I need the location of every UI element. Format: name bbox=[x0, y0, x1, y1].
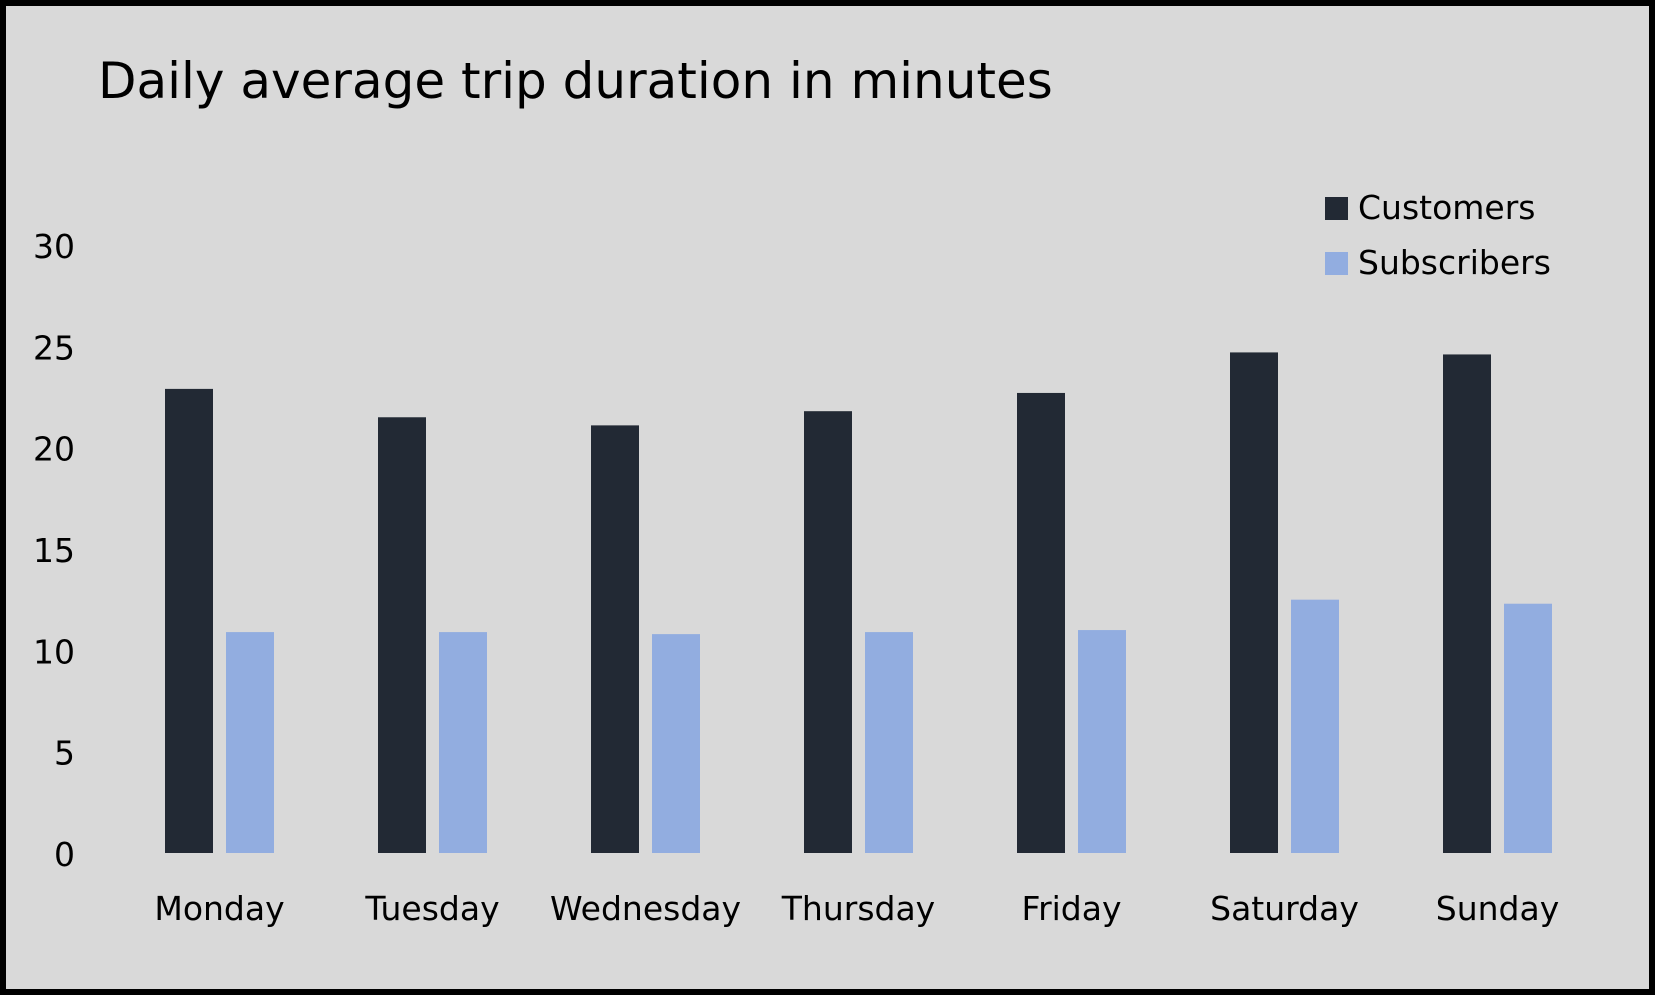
x-category-label: Monday bbox=[154, 889, 284, 928]
bars bbox=[165, 352, 1552, 853]
x-category-label: Thursday bbox=[781, 889, 935, 928]
y-tick-label: 5 bbox=[54, 734, 75, 773]
x-category-label: Wednesday bbox=[550, 889, 741, 928]
x-category-label: Friday bbox=[1021, 889, 1121, 928]
x-category-label: Tuesday bbox=[364, 889, 499, 928]
x-category-label: Sunday bbox=[1436, 889, 1559, 928]
legend-swatch-subscribers bbox=[1325, 252, 1348, 275]
bar-subscribers-friday bbox=[1078, 630, 1126, 853]
legend-label-customers: Customers bbox=[1358, 188, 1536, 227]
bar-subscribers-saturday bbox=[1291, 599, 1339, 853]
y-tick-label: 20 bbox=[33, 430, 75, 469]
bar-subscribers-monday bbox=[226, 632, 274, 853]
bar-subscribers-sunday bbox=[1504, 603, 1552, 853]
bar-customers-monday bbox=[165, 388, 213, 853]
chart-title: Daily average trip duration in minutes bbox=[98, 52, 1053, 110]
y-tick-label: 30 bbox=[33, 227, 75, 266]
bar-customers-sunday bbox=[1443, 354, 1491, 853]
bar-subscribers-tuesday bbox=[439, 632, 487, 853]
legend-label-subscribers: Subscribers bbox=[1358, 243, 1551, 282]
bar-customers-tuesday bbox=[378, 417, 426, 853]
y-tick-label: 25 bbox=[33, 328, 75, 367]
y-axis-ticks: 0 5 10 15 20 25 30 bbox=[33, 227, 75, 874]
bar-customers-wednesday bbox=[591, 425, 639, 853]
y-tick-label: 0 bbox=[54, 835, 75, 874]
x-axis-labels: Monday Tuesday Wednesday Thursday Friday Satu… bbox=[154, 889, 1559, 928]
y-tick-label: 10 bbox=[33, 632, 75, 671]
bar-customers-friday bbox=[1017, 392, 1065, 853]
legend: Customers Subscribers bbox=[1325, 188, 1551, 282]
y-tick-label: 15 bbox=[33, 531, 75, 570]
legend-swatch-customers bbox=[1325, 197, 1348, 220]
bar-customers-saturday bbox=[1230, 352, 1278, 853]
bar-customers-thursday bbox=[804, 411, 852, 853]
bar-subscribers-wednesday bbox=[652, 634, 700, 853]
bar-subscribers-thursday bbox=[865, 632, 913, 853]
x-category-label: Saturday bbox=[1210, 889, 1359, 928]
